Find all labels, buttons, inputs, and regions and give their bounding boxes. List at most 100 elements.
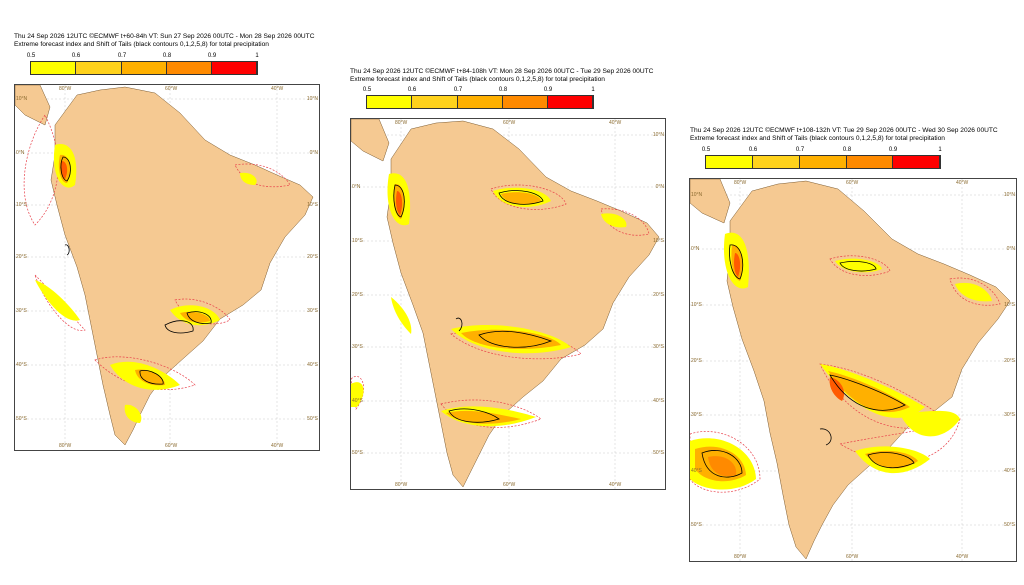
lat-label: 10°S bbox=[307, 202, 318, 208]
panel-1-title-line2: Extreme forecast index and Shift of Tail… bbox=[14, 41, 269, 48]
colorbar-swatch bbox=[31, 62, 76, 74]
colorbar-swatch bbox=[76, 62, 122, 74]
lat-label: 10°N bbox=[652, 132, 664, 138]
lat-label: 0°N bbox=[655, 184, 664, 190]
lat-label: 50°S bbox=[352, 450, 363, 456]
lat-label: 10°S bbox=[16, 202, 27, 208]
panel-3-title-line2: Extreme forecast index and Shift of Tail… bbox=[690, 135, 945, 142]
lon-label: 60°W bbox=[846, 554, 859, 560]
colorbar-swatch bbox=[458, 96, 503, 108]
colorbar-tick: 1 bbox=[255, 53, 259, 59]
lat-label: 20°S bbox=[307, 254, 318, 260]
lon-label: 60°W bbox=[165, 443, 178, 449]
lat-label: 10°N bbox=[691, 192, 703, 198]
lon-label: 80°W bbox=[395, 120, 408, 126]
efi-areas bbox=[35, 144, 257, 423]
lat-label: 30°S bbox=[307, 308, 318, 314]
lat-label: 30°S bbox=[1004, 412, 1015, 418]
lat-label: 20°S bbox=[1004, 358, 1015, 364]
colorbar-tick: 0.5 bbox=[701, 147, 711, 153]
lat-label: 30°S bbox=[653, 344, 664, 350]
colorbar-tick: 0.7 bbox=[795, 147, 805, 153]
lon-label: 80°W bbox=[734, 180, 747, 186]
colorbar-tick: 0.5 bbox=[362, 87, 372, 93]
lat-label: 20°S bbox=[352, 292, 363, 298]
efi-areas bbox=[351, 173, 627, 427]
colorbar-swatch bbox=[548, 96, 593, 108]
colorbar-tick: 0.7 bbox=[453, 87, 463, 93]
lat-label: 10°S bbox=[653, 238, 664, 244]
colorbar-swatch bbox=[212, 62, 257, 74]
panel-3-colorbar: 0.5 0.6 0.7 0.8 0.9 1 bbox=[702, 147, 942, 169]
lat-label: 50°S bbox=[16, 416, 27, 422]
colorbar-tick: 0.8 bbox=[498, 87, 508, 93]
south-america-landmass bbox=[50, 86, 314, 446]
colorbar-swatch bbox=[847, 156, 893, 168]
colorbar-swatch bbox=[706, 156, 753, 168]
colorbar-swatch bbox=[167, 62, 212, 74]
lon-label: 80°W bbox=[395, 482, 408, 488]
panel-2-colorbar: 0.5 0.6 0.7 0.8 0.9 1 bbox=[363, 87, 595, 109]
south-america-landmass bbox=[726, 180, 1011, 560]
lat-label: 30°S bbox=[691, 412, 702, 418]
lon-label: 60°W bbox=[846, 180, 859, 186]
colorbar-tick: 0.8 bbox=[842, 147, 852, 153]
colorbar-tick: 0.6 bbox=[407, 87, 417, 93]
lat-label: 10°N bbox=[306, 96, 318, 102]
colorbar-tick: 0.7 bbox=[117, 53, 127, 59]
colorbar-swatch bbox=[367, 96, 412, 108]
lat-label: 40°S bbox=[691, 468, 702, 474]
south-america-landmass bbox=[386, 120, 660, 488]
lat-label: 10°N bbox=[1003, 192, 1015, 198]
colorbar-tick: 1 bbox=[938, 147, 942, 153]
colorbar-tick: 0.9 bbox=[207, 53, 217, 59]
colorbar-tick: 0.5 bbox=[26, 53, 36, 59]
lat-label: 30°S bbox=[16, 308, 27, 314]
lat-label: 0°N bbox=[309, 150, 318, 156]
lat-label: 50°S bbox=[1004, 522, 1015, 528]
colorbar-tick: 1 bbox=[591, 87, 595, 93]
lon-label: 40°W bbox=[956, 554, 969, 560]
lon-label: 60°W bbox=[165, 86, 178, 92]
lon-label: 40°W bbox=[956, 180, 969, 186]
lat-label: 0°N bbox=[1006, 246, 1015, 252]
lat-label: 10°S bbox=[1004, 302, 1015, 308]
lon-label: 40°W bbox=[271, 443, 284, 449]
lat-label: 20°S bbox=[691, 358, 702, 364]
panel-2-title-line2: Extreme forecast index and Shift of Tail… bbox=[350, 76, 605, 83]
lat-label: 50°S bbox=[691, 522, 702, 528]
colorbar-tick: 0.9 bbox=[888, 147, 898, 153]
panel-1-map: 80°W 60°W 40°W 80°W 60°W 40°W 10°N 0°N 1… bbox=[14, 84, 320, 451]
lon-label: 80°W bbox=[59, 86, 72, 92]
colorbar-tick: 0.6 bbox=[71, 53, 81, 59]
lon-label: 80°W bbox=[734, 554, 747, 560]
panel-2-map: 80°W 60°W 40°W 80°W 60°W 40°W 0°N 10°S 2… bbox=[350, 118, 666, 490]
lat-label: 0°N bbox=[16, 150, 25, 156]
colorbar-tick: 0.9 bbox=[543, 87, 553, 93]
lon-label: 40°W bbox=[609, 482, 622, 488]
colorbar-swatch bbox=[800, 156, 847, 168]
lat-label: 10°N bbox=[16, 96, 28, 102]
panel-3-title-line1: Thu 24 Sep 2026 12UTC ©ECMWF t+108-132h … bbox=[690, 127, 998, 134]
efi-areas bbox=[690, 232, 992, 490]
lat-label: 50°S bbox=[307, 416, 318, 422]
lon-label: 60°W bbox=[503, 482, 516, 488]
lat-label: 20°S bbox=[653, 292, 664, 298]
lon-label: 40°W bbox=[271, 86, 284, 92]
lat-label: 0°N bbox=[352, 184, 361, 190]
lat-label: 20°S bbox=[16, 254, 27, 260]
lat-label: 50°S bbox=[653, 450, 664, 456]
lon-label: 80°W bbox=[59, 443, 72, 449]
lat-label: 40°S bbox=[16, 362, 27, 368]
lat-label: 10°S bbox=[691, 302, 702, 308]
panel-3-map: 80°W 60°W 40°W 80°W 60°W 40°W 10°N 0°N 1… bbox=[689, 178, 1017, 562]
colorbar-swatch bbox=[893, 156, 940, 168]
panel-1-colorbar: 0.5 0.6 0.7 0.8 0.9 1 bbox=[27, 53, 259, 75]
colorbar-swatch bbox=[503, 96, 548, 108]
panel-1-title-line1: Thu 24 Sep 2026 12UTC ©ECMWF t+60-84h VT… bbox=[14, 33, 315, 40]
lat-label: 0°N bbox=[691, 246, 700, 252]
lon-label: 60°W bbox=[503, 120, 516, 126]
colorbar-tick: 0.8 bbox=[162, 53, 172, 59]
panel-2-title-line1: Thu 24 Sep 2026 12UTC ©ECMWF t+84-108h V… bbox=[350, 68, 654, 75]
colorbar-tick: 0.6 bbox=[748, 147, 758, 153]
